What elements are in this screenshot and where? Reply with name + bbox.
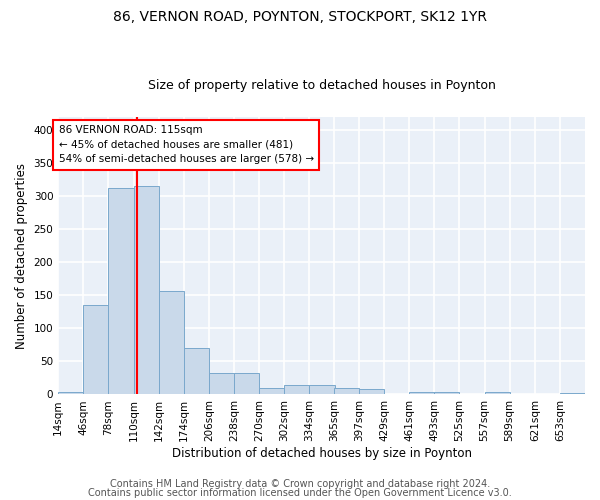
Bar bbox=[310, 385, 335, 394]
Bar bbox=[209, 374, 234, 394]
Bar bbox=[259, 388, 284, 394]
Bar bbox=[58, 392, 83, 394]
X-axis label: Distribution of detached houses by size in Poynton: Distribution of detached houses by size … bbox=[172, 447, 472, 460]
Bar bbox=[560, 393, 585, 394]
Bar bbox=[184, 348, 209, 395]
Text: Contains public sector information licensed under the Open Government Licence v3: Contains public sector information licen… bbox=[88, 488, 512, 498]
Bar bbox=[359, 389, 384, 394]
Bar bbox=[158, 290, 184, 395]
Bar bbox=[409, 392, 434, 394]
Bar bbox=[434, 392, 460, 394]
Bar bbox=[134, 186, 158, 394]
Bar bbox=[234, 374, 259, 394]
Bar bbox=[109, 188, 134, 394]
Text: 86 VERNON ROAD: 115sqm
← 45% of detached houses are smaller (481)
54% of semi-de: 86 VERNON ROAD: 115sqm ← 45% of detached… bbox=[59, 124, 314, 164]
Bar bbox=[284, 385, 310, 394]
Bar bbox=[83, 304, 109, 394]
Text: 86, VERNON ROAD, POYNTON, STOCKPORT, SK12 1YR: 86, VERNON ROAD, POYNTON, STOCKPORT, SK1… bbox=[113, 10, 487, 24]
Text: Contains HM Land Registry data © Crown copyright and database right 2024.: Contains HM Land Registry data © Crown c… bbox=[110, 479, 490, 489]
Y-axis label: Number of detached properties: Number of detached properties bbox=[15, 162, 28, 348]
Title: Size of property relative to detached houses in Poynton: Size of property relative to detached ho… bbox=[148, 79, 496, 92]
Bar bbox=[334, 388, 359, 394]
Bar bbox=[485, 392, 509, 394]
